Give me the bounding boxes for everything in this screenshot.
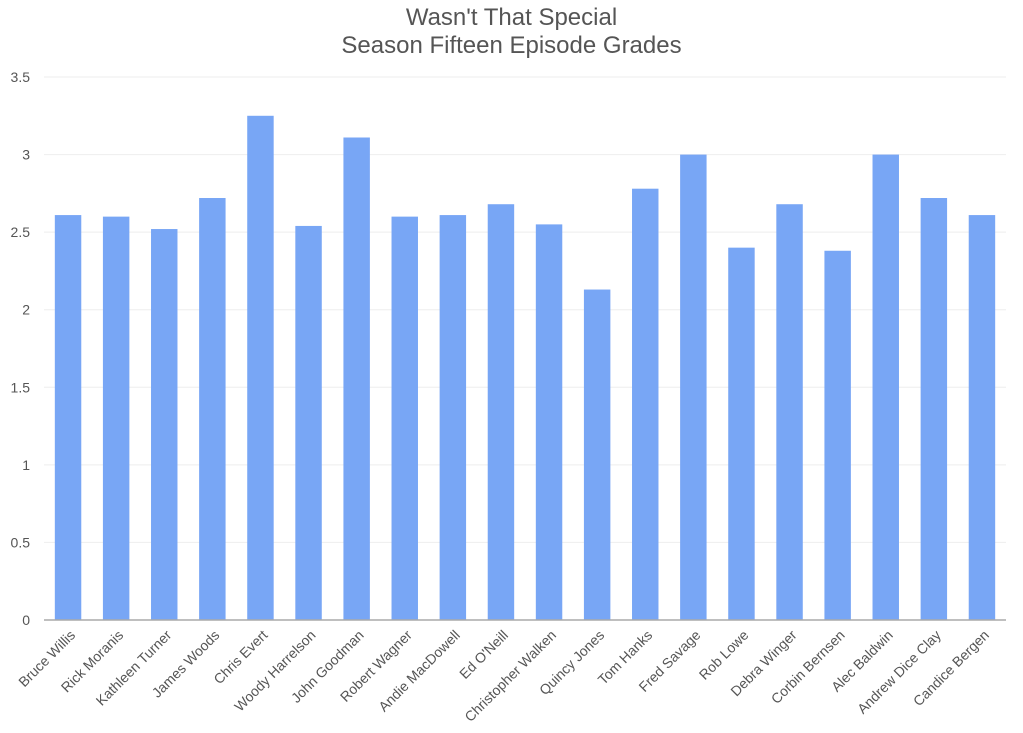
- bar: [487, 204, 515, 620]
- y-tick-label: 2.5: [11, 224, 31, 240]
- bar: [920, 198, 948, 621]
- bar: [247, 115, 274, 621]
- bar: [391, 216, 418, 620]
- bar: [632, 188, 659, 620]
- chart-subtitle: Season Fifteen Episode Grades: [341, 32, 682, 59]
- bar: [54, 215, 82, 620]
- bar: [776, 204, 803, 620]
- x-tick-label: Andrew Dice Clay: [854, 627, 944, 717]
- y-tick-label: 1: [22, 457, 30, 473]
- y-tick-label: 3: [22, 147, 30, 163]
- y-tick-label: 0: [22, 612, 30, 628]
- bar: [102, 216, 130, 620]
- bar: [535, 224, 563, 620]
- y-tick-label: 0.5: [11, 534, 31, 550]
- bar: [680, 154, 707, 621]
- y-tick-label: 2: [22, 302, 30, 318]
- bar: [824, 250, 851, 620]
- x-tick-label: Woody Harrelson: [231, 627, 319, 715]
- bar: [583, 289, 611, 620]
- bar: [968, 215, 996, 620]
- bar: [343, 137, 370, 620]
- chart-title: Wasn't That Special: [405, 4, 618, 31]
- bar: [199, 198, 226, 621]
- x-tick-label: Andie MacDowell: [375, 627, 463, 715]
- y-tick-label: 3.5: [11, 69, 31, 85]
- bar: [728, 247, 755, 620]
- bar: [439, 215, 467, 620]
- y-tick-label: 1.5: [11, 379, 31, 395]
- bar: [151, 229, 178, 621]
- x-tick-label: Christopher Walken: [461, 627, 559, 725]
- bar: [872, 154, 899, 621]
- bar: [295, 225, 322, 621]
